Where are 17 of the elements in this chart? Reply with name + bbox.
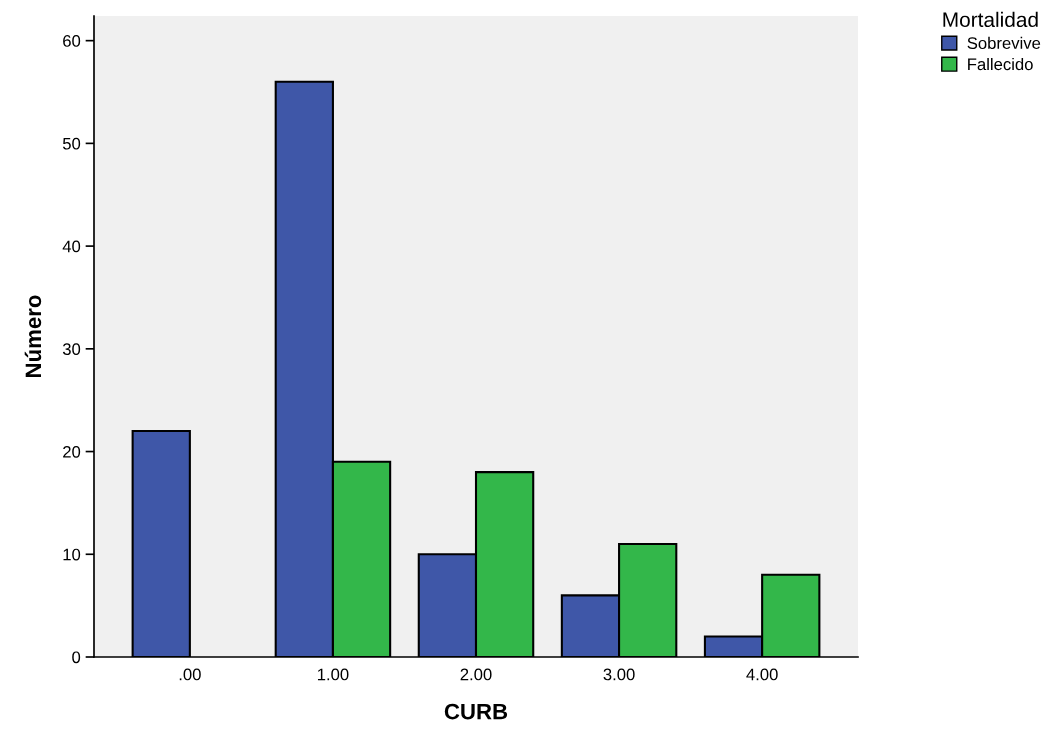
legend-label: Fallecido <box>968 57 1033 71</box>
y-tick-label: 60 <box>63 35 81 47</box>
y-tick-label: 0 <box>72 651 81 664</box>
x-tick-label: .00 <box>179 668 201 681</box>
y-axis-title: Número <box>24 295 42 377</box>
x-tick-label: 1.00 <box>317 668 349 681</box>
y-tick-label: 50 <box>62 137 81 150</box>
x-tick-label: 2.00 <box>460 668 492 681</box>
y-tick-label: 30 <box>62 343 81 356</box>
x-tick-label: 3.00 <box>603 668 635 681</box>
x-axis-title: CURB <box>444 703 508 720</box>
y-tick-label: 20 <box>63 445 81 458</box>
y-tick-label: 10 <box>63 548 81 561</box>
y-tick-label: 40 <box>62 240 81 253</box>
legend-label: Sobrevive <box>967 36 1041 50</box>
x-tick-label: 4.00 <box>746 668 778 681</box>
legend-title: Mortalidad <box>943 11 1038 28</box>
